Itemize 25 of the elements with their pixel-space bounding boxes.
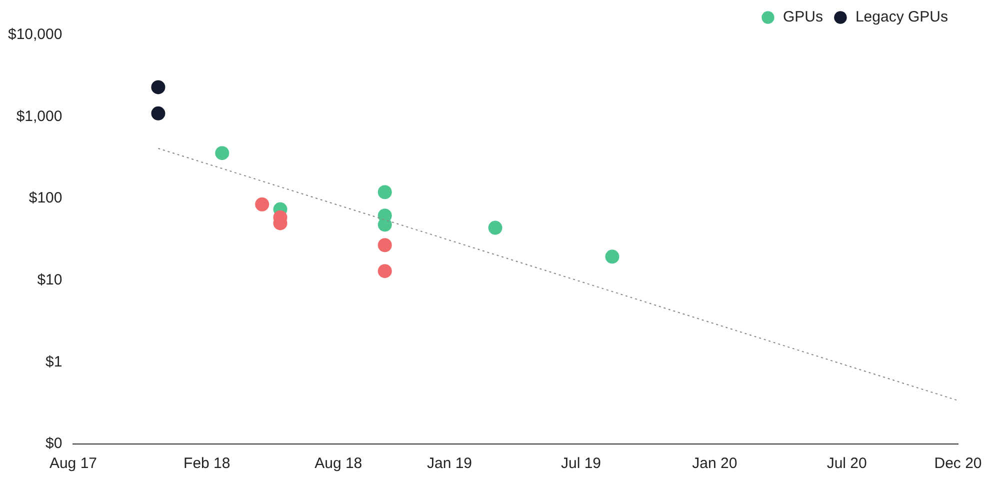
point bbox=[378, 264, 392, 278]
y-tick-label: $1,000 bbox=[16, 108, 62, 125]
x-tick-label: Jan 19 bbox=[426, 455, 472, 472]
y-tick-label: $10 bbox=[37, 272, 62, 289]
x-tick-label: Dec 20 bbox=[934, 455, 982, 472]
legend-label: Legacy GPUs bbox=[855, 8, 948, 26]
point bbox=[255, 197, 270, 212]
x-tick-label: Aug 18 bbox=[314, 455, 362, 472]
point bbox=[488, 220, 502, 235]
x-tick-label: Jul 19 bbox=[560, 455, 602, 472]
x-tick-label: Aug 17 bbox=[49, 455, 97, 472]
point bbox=[378, 185, 392, 200]
x-tick-label: Jul 20 bbox=[826, 455, 867, 472]
point bbox=[151, 106, 166, 120]
point bbox=[378, 238, 392, 252]
legend-label: GPUs bbox=[782, 8, 823, 26]
point bbox=[605, 250, 620, 264]
point bbox=[151, 80, 166, 94]
x-tick-label: Jan 20 bbox=[692, 455, 738, 472]
point bbox=[215, 146, 230, 160]
y-tick-label: $100 bbox=[28, 190, 62, 207]
y-tick-label: $0 bbox=[46, 435, 62, 452]
x-tick-label: Feb 18 bbox=[184, 455, 230, 472]
y-tick-label: $1 bbox=[46, 353, 62, 370]
y-tick-label: $10,000 bbox=[8, 26, 62, 44]
